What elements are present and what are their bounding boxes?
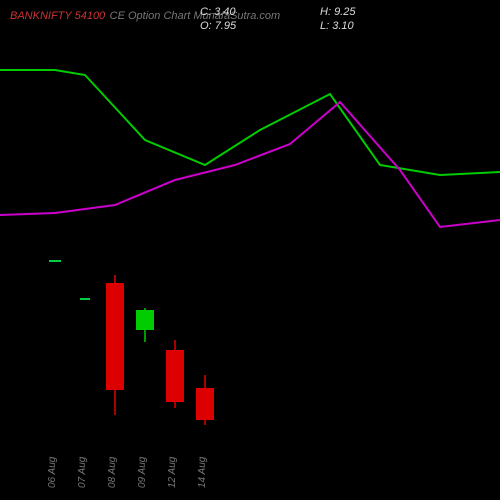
x-axis-labels: 06 Aug 07 Aug 08 Aug 09 Aug 12 Aug 14 Aug — [0, 448, 500, 488]
chart-title: BANKNIFTY 54100 CE Option Chart MunafaSu… — [10, 6, 280, 24]
chart-area — [0, 30, 500, 440]
x-label: 06 Aug — [47, 457, 58, 488]
close-label: C: — [200, 6, 211, 18]
x-label: 09 Aug — [137, 457, 148, 488]
chart-svg — [0, 30, 500, 440]
candle-down — [106, 283, 124, 390]
high-value: 9.25 — [334, 6, 355, 18]
title-main: BANKNIFTY 54100 — [10, 10, 105, 22]
candle-tick — [80, 298, 90, 300]
close-value: 3.40 — [214, 6, 235, 18]
candle-up — [136, 310, 154, 330]
high-label: H: — [320, 6, 331, 18]
x-label: 14 Aug — [197, 457, 208, 488]
ohlc-right: H: 9.25 L: 3.10 — [320, 6, 355, 32]
x-label: 12 Aug — [167, 457, 178, 488]
x-label: 07 Aug — [77, 457, 88, 488]
candle-tick — [49, 260, 61, 262]
line-magenta — [0, 102, 500, 227]
candle-down — [196, 388, 214, 420]
title-sub: CE Option Chart MunafaSutra.com — [110, 10, 281, 22]
x-label: 08 Aug — [107, 457, 118, 488]
candle-down — [166, 350, 184, 402]
ohlc-left: C: 3.40 O: 7.95 — [200, 6, 236, 32]
